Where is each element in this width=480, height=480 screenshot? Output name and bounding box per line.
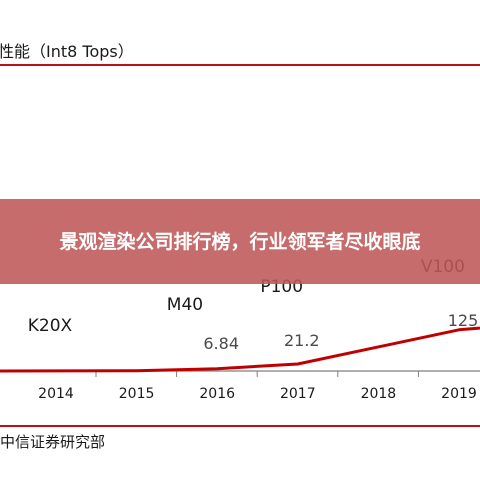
- chart-source: 中信证券研究部: [0, 433, 106, 451]
- x-tick-label: 2016: [199, 386, 235, 402]
- data-label: 6.84: [203, 334, 239, 353]
- product-label: M40: [167, 295, 203, 315]
- data-label: 125: [448, 311, 479, 330]
- x-tick-label: 2015: [119, 386, 155, 402]
- headline-banner: 景观渲染公司排行榜，行业领军者尽收眼底: [0, 199, 480, 284]
- chart-title: 性能（Int8 Tops）: [0, 42, 134, 61]
- banner-headline: 景观渲染公司排行榜，行业领军者尽收眼底: [59, 230, 421, 253]
- series-line: [0, 326, 480, 373]
- x-tick-label: 2019: [441, 386, 477, 402]
- product-label: K20X: [28, 316, 73, 336]
- x-tick-label: 2014: [38, 386, 74, 402]
- x-tick-label: 2018: [361, 386, 397, 402]
- data-label: 21.2: [284, 331, 320, 350]
- title-divider: [0, 64, 480, 66]
- footer-divider: [0, 425, 480, 427]
- x-tick-label: 2017: [280, 386, 316, 402]
